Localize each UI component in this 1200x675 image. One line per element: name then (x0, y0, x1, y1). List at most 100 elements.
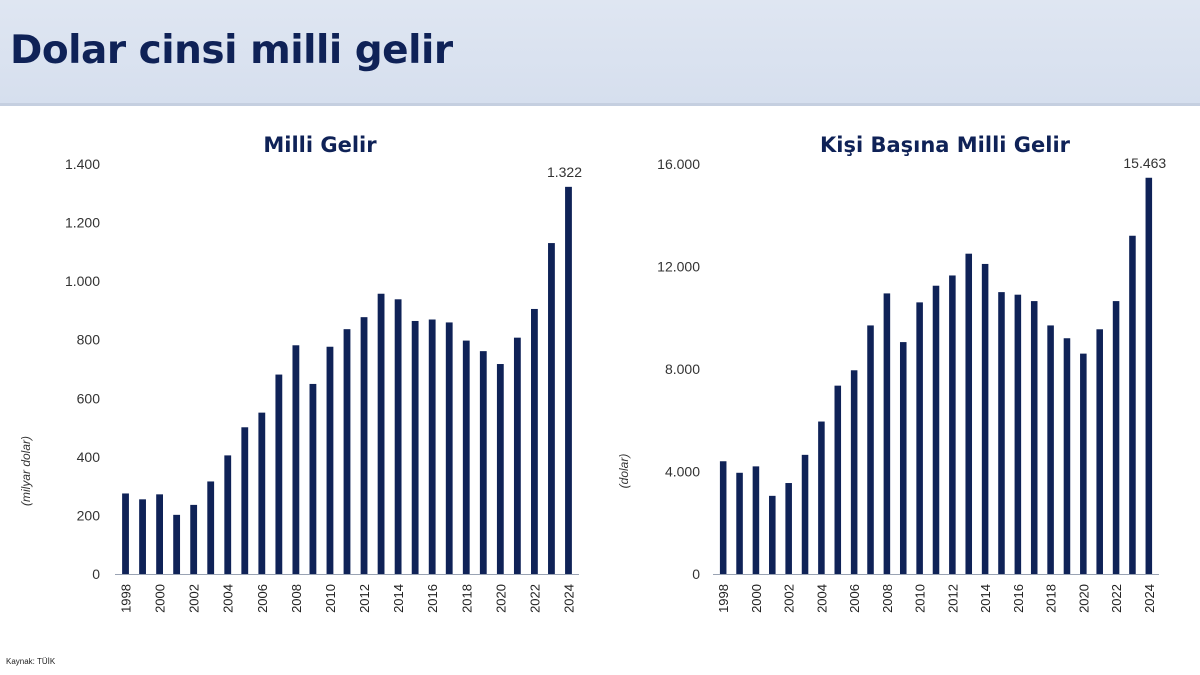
x-tick-label: 2016 (1011, 584, 1026, 613)
bar-2002 (190, 504, 198, 574)
source-note: Kaynak: TÜİK (6, 657, 56, 666)
x-tick-label: 2002 (187, 584, 202, 613)
chart-title: Milli Gelir (263, 133, 377, 157)
bar-2004 (224, 455, 232, 574)
bar-2014 (981, 263, 989, 574)
bar-2021 (513, 337, 521, 574)
bar-2016 (1014, 294, 1022, 574)
y-tick-label: 200 (77, 507, 101, 523)
bar-1998 (719, 461, 727, 574)
bar-2009 (309, 383, 317, 574)
bar-2023 (548, 243, 555, 575)
x-tick-label: 2022 (1109, 584, 1124, 613)
bar-1999 (139, 499, 146, 574)
chart-kisi-basina-milli-gelir: Kişi Başına Milli Gelir 0 4.000 8.000 12.000… (600, 106, 1200, 646)
y-tick-label: 400 (77, 449, 101, 465)
bar-2022 (1112, 301, 1120, 574)
x-tick-label: 2020 (493, 584, 508, 613)
y-tick-label: 12.000 (657, 259, 700, 275)
bar-2005 (834, 385, 842, 574)
bar-2020 (496, 364, 504, 574)
x-tick-label: 2004 (814, 584, 829, 613)
x-tick-label: 2014 (978, 584, 993, 613)
x-tick-label: 2018 (459, 584, 474, 613)
page-title: Dolar cinsi milli gelir (10, 28, 453, 73)
bar-2019 (479, 351, 487, 574)
bar-1999 (736, 472, 743, 574)
bar-2017 (445, 322, 453, 574)
x-tick-label: 2006 (847, 584, 862, 613)
x-tick-label: 2014 (391, 584, 406, 613)
bar-2013 (965, 253, 973, 574)
y-tick-label: 1.200 (65, 215, 100, 231)
y-tick-label: 1.000 (65, 273, 100, 289)
bar-2014 (394, 299, 402, 574)
bar-2008 (292, 345, 300, 574)
bar-2018 (1047, 325, 1054, 574)
chart-title: Kişi Başına Milli Gelir (820, 133, 1071, 157)
y-tick-label: 16.000 (657, 156, 700, 172)
chart-svg: Milli Gelir 0 200 400 600 800 1.000 1.200 1.400 (… (19, 133, 582, 613)
y-tick-label: 0 (92, 566, 100, 582)
bar-2012 (360, 317, 368, 574)
chart-svg: Kişi Başına Milli Gelir 0 4.000 8.000 12.000… (617, 133, 1166, 613)
bar-2005 (241, 427, 249, 574)
x-tick-label: 2000 (749, 584, 764, 613)
bar-2010 (326, 346, 334, 574)
bar-2003 (207, 481, 215, 574)
x-tick-label: 2004 (221, 584, 236, 613)
bar-2021 (1096, 329, 1103, 574)
bar-2015 (411, 320, 419, 574)
data-label: 15.463 (1123, 155, 1166, 171)
y-tick-label: 600 (77, 390, 101, 406)
x-tick-label: 2006 (255, 584, 270, 613)
x-tick-label: 2018 (1044, 584, 1059, 613)
y-tick-label: 800 (77, 332, 101, 348)
bar-2020 (1080, 353, 1087, 574)
bar-2011 (932, 285, 940, 574)
x-tick-label: 2010 (913, 584, 928, 613)
bar-2001 (173, 514, 181, 574)
x-tick-label: 2010 (323, 584, 338, 613)
bar-2002 (785, 483, 792, 574)
bar-2004 (818, 421, 825, 574)
x-tick-label: 2002 (782, 584, 797, 613)
bar-2018 (462, 340, 470, 574)
bar-2000 (752, 466, 760, 574)
x-tick-label: 2008 (289, 584, 304, 613)
chart-milli-gelir: Milli Gelir 0 200 400 600 800 1.000 1.200 1.400 (… (0, 106, 600, 646)
bar-2019 (1063, 338, 1071, 574)
bar-2022 (531, 308, 538, 574)
x-tick-label: 2000 (153, 584, 168, 613)
bar-2008 (883, 293, 891, 574)
bar-2013 (377, 293, 385, 574)
bar-2003 (801, 454, 809, 574)
bar-2012 (949, 275, 956, 574)
x-tick-label: 1998 (119, 584, 134, 613)
bar-2015 (998, 292, 1005, 574)
bar-2006 (258, 412, 266, 574)
y-tick-label: 0 (692, 566, 700, 582)
x-tick-label: 2022 (527, 584, 542, 613)
y-axis-label: (dolar) (617, 454, 631, 489)
x-tick-label: 2020 (1076, 584, 1091, 613)
bar-2017 (1030, 301, 1038, 574)
x-tick-label: 2012 (357, 584, 372, 613)
bar-2011 (343, 329, 351, 574)
x-tick-label: 2024 (1142, 584, 1157, 613)
bar-2001 (769, 495, 776, 574)
x-tick-label: 2024 (561, 584, 576, 613)
bar-2024 (1145, 177, 1153, 574)
y-axis-label: (milyar dolar) (19, 436, 33, 506)
bar-2006 (850, 370, 858, 574)
x-tick-label: 1998 (716, 584, 731, 613)
bar-2023 (1129, 235, 1136, 574)
bar-2000 (156, 494, 163, 574)
header-banner: Dolar cinsi milli gelir (0, 0, 1200, 106)
bar-2010 (916, 302, 923, 574)
x-tick-label: 2012 (945, 584, 960, 613)
y-tick-label: 1.400 (65, 156, 100, 172)
x-tick-label: 2008 (880, 584, 895, 613)
bar-2009 (899, 342, 907, 574)
bar-2024 (565, 186, 572, 574)
